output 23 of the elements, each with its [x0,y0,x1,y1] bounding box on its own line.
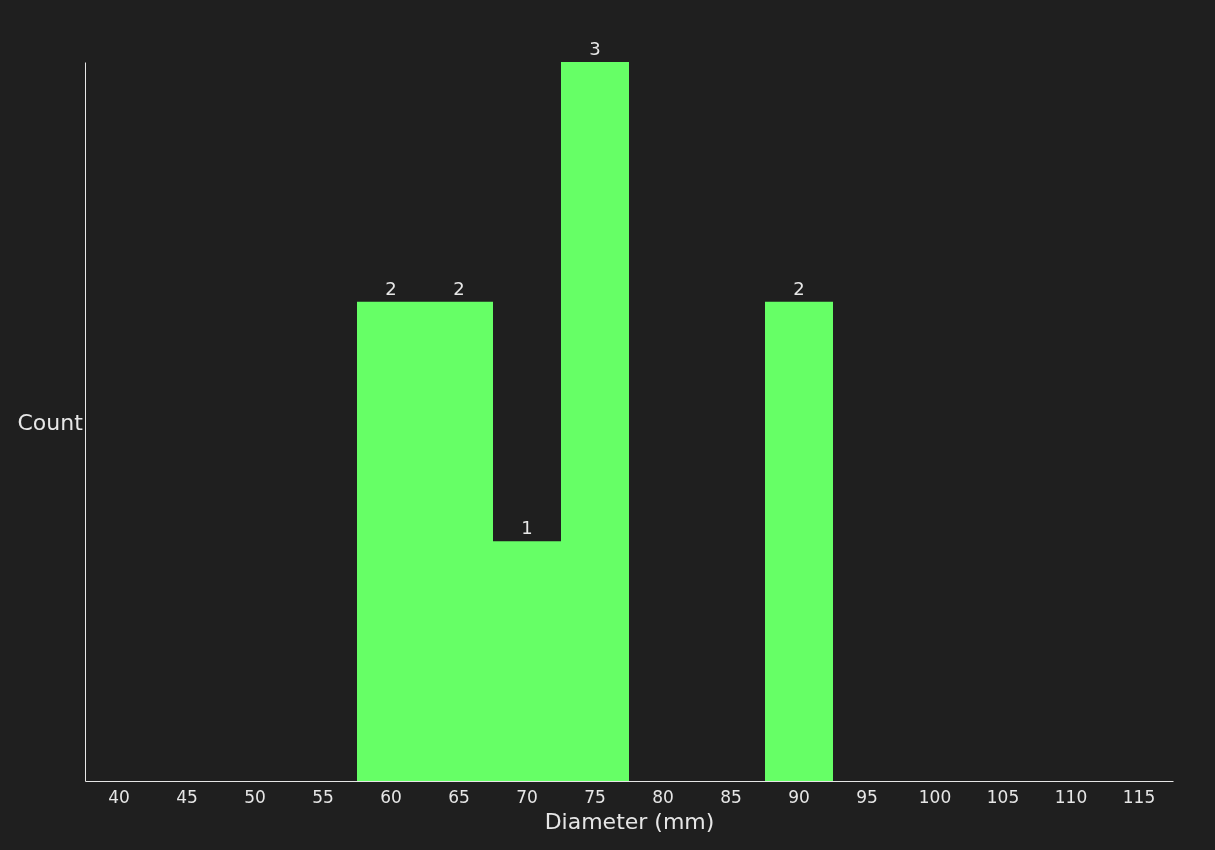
data-label: 3 [589,38,601,59]
x-tick-label: 80 [652,786,674,807]
x-tick-label: 55 [312,786,334,807]
data-label: 1 [521,517,533,539]
x-tick-label: 105 [986,786,1020,807]
x-tick-label: 70 [516,786,538,807]
x-tick-label: 95 [856,786,878,807]
x-tick-label: 50 [244,786,266,807]
x-tick-label: 90 [788,786,810,807]
x-tick-label: 115 [1122,786,1156,807]
x-tick-label: 110 [1054,786,1088,807]
x-tick-label: 65 [448,786,470,807]
x-tick-label: 40 [108,786,130,807]
x-tick-label: 85 [720,786,742,807]
y-axis-title: Count [17,409,84,435]
x-tick-label: 75 [584,786,606,807]
data-label: 2 [385,277,397,299]
x-tick-label: 60 [380,786,402,807]
x-axis-title: Diameter (mm) [544,808,715,834]
x-tick-label: 45 [176,786,198,807]
data-label: 2 [453,277,465,299]
data-label: 2 [793,277,805,299]
x-tick-label: 100 [918,786,952,807]
